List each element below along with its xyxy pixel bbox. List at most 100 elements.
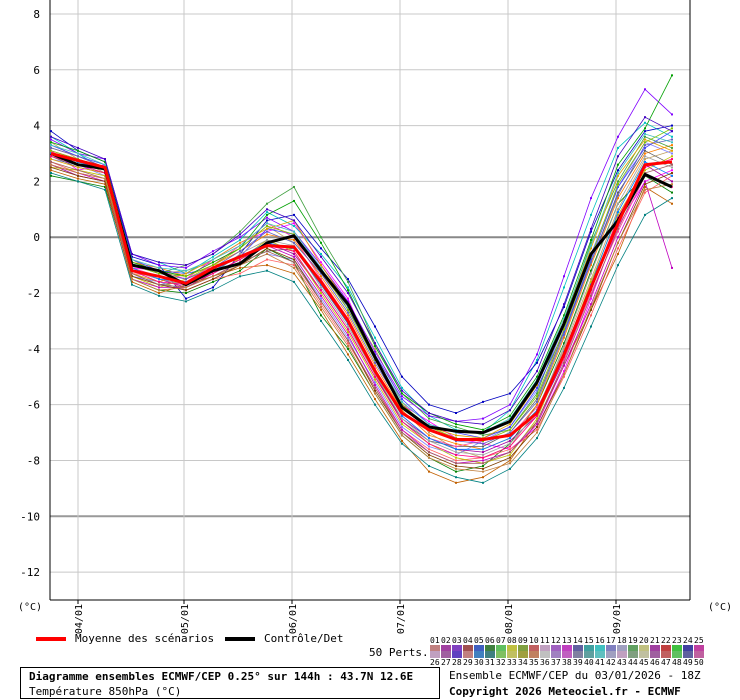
member-line-point bbox=[212, 250, 214, 253]
member-line-point bbox=[347, 297, 349, 300]
member-line-point bbox=[320, 297, 322, 300]
member-line-point bbox=[617, 180, 619, 183]
member-line bbox=[50, 125, 673, 414]
member-line-point bbox=[320, 241, 322, 244]
member-line-point bbox=[239, 239, 241, 241]
member-line-point bbox=[320, 303, 322, 306]
member-line-point bbox=[644, 188, 646, 191]
member-line-point bbox=[428, 442, 430, 445]
member-line-point bbox=[320, 286, 322, 289]
member-line-point bbox=[131, 258, 133, 261]
member-line-point bbox=[266, 258, 268, 261]
pert-number: 09 bbox=[518, 636, 528, 645]
y-tick-label: 6 bbox=[33, 64, 40, 77]
pert-number: 05 bbox=[474, 636, 484, 645]
member-line-point bbox=[536, 375, 538, 378]
member-line-point bbox=[590, 297, 592, 300]
member-line bbox=[50, 88, 673, 422]
mean-line bbox=[50, 152, 673, 441]
member-line-point bbox=[509, 431, 511, 434]
member-line-point bbox=[536, 417, 538, 420]
member-line-point bbox=[77, 177, 79, 180]
member-line-point bbox=[158, 278, 160, 281]
member-line-point bbox=[239, 275, 241, 278]
member-line-point bbox=[320, 236, 322, 239]
member-line-point bbox=[617, 174, 619, 177]
member-line-point bbox=[644, 88, 646, 91]
member-line-point bbox=[239, 269, 241, 272]
member-line-point bbox=[536, 395, 538, 398]
member-line-point bbox=[212, 272, 214, 275]
pert-swatch bbox=[463, 645, 473, 652]
member-line-point bbox=[617, 230, 619, 233]
member-line-point bbox=[428, 420, 430, 423]
pert-number: 23 bbox=[672, 636, 682, 645]
member-line-point bbox=[293, 230, 295, 233]
member-line-point bbox=[482, 442, 484, 445]
member-line-point bbox=[320, 289, 322, 292]
member-line-point bbox=[455, 434, 457, 437]
member-line-point bbox=[239, 247, 241, 250]
member-line-point bbox=[212, 258, 214, 261]
pert-number: 29 bbox=[463, 658, 473, 667]
member-line-point bbox=[293, 225, 295, 228]
pert-number: 25 bbox=[694, 636, 704, 645]
member-line-point bbox=[293, 280, 295, 283]
member-line-point bbox=[50, 144, 52, 147]
member-line-point bbox=[509, 467, 511, 470]
member-line-point bbox=[266, 222, 268, 225]
member-line-point bbox=[617, 252, 619, 255]
member-line-point bbox=[266, 230, 268, 233]
ensemble-info: Ensemble ECMWF/CEP du 03/01/2026 - 18Z bbox=[449, 669, 701, 682]
pert-number: 36 bbox=[540, 658, 550, 667]
member-line-point bbox=[401, 375, 403, 378]
member-line-point bbox=[131, 280, 133, 283]
member-line-point bbox=[293, 199, 295, 202]
member-line-point bbox=[374, 386, 376, 389]
member-line-point bbox=[671, 266, 673, 269]
member-line-point bbox=[50, 146, 52, 149]
member-line-point bbox=[185, 264, 187, 267]
member-line-point bbox=[455, 476, 457, 479]
member-line-point bbox=[590, 230, 592, 233]
member-line-point bbox=[671, 174, 673, 177]
member-line-point bbox=[536, 359, 538, 361]
member-line-point bbox=[617, 227, 619, 230]
member-line-point bbox=[158, 286, 160, 289]
member-line-point bbox=[428, 431, 430, 434]
member-line-point bbox=[644, 132, 646, 135]
pert-number: 33 bbox=[507, 658, 517, 667]
pert-number: 40 bbox=[584, 658, 594, 667]
member-line-point bbox=[428, 456, 430, 459]
member-line-point bbox=[644, 169, 646, 172]
member-line-point bbox=[293, 252, 295, 255]
member-line-point bbox=[347, 311, 349, 314]
member-line-point bbox=[671, 146, 673, 149]
member-line-point bbox=[671, 138, 673, 141]
member-line-point bbox=[77, 146, 79, 149]
member-line-point bbox=[509, 456, 511, 459]
member-line-point bbox=[455, 445, 457, 448]
member-line-point bbox=[644, 180, 646, 183]
pert-number: 01 bbox=[430, 636, 440, 645]
member-line-point bbox=[50, 138, 52, 141]
member-line-point bbox=[320, 292, 322, 295]
member-line-point bbox=[401, 392, 403, 395]
member-line-point bbox=[482, 400, 484, 403]
member-line-point bbox=[482, 470, 484, 473]
member-line-point bbox=[266, 211, 268, 214]
member-line-point bbox=[509, 392, 511, 395]
member-line-point bbox=[212, 255, 214, 258]
legend-perts-label: 50 Perts. bbox=[369, 646, 429, 659]
member-line-point bbox=[536, 398, 538, 401]
member-line-point bbox=[590, 264, 592, 267]
member-line-point bbox=[482, 453, 484, 456]
member-line-point bbox=[455, 481, 457, 484]
member-line-point bbox=[482, 451, 484, 454]
member-line-point bbox=[374, 392, 376, 395]
member-line-point bbox=[374, 375, 376, 378]
copyright: Copyright 2026 Meteociel.fr - ECMWF bbox=[449, 685, 681, 698]
legend-control-label: Contrôle/Det bbox=[264, 632, 344, 645]
member-line-point bbox=[320, 278, 322, 281]
member-line-point bbox=[482, 459, 484, 462]
